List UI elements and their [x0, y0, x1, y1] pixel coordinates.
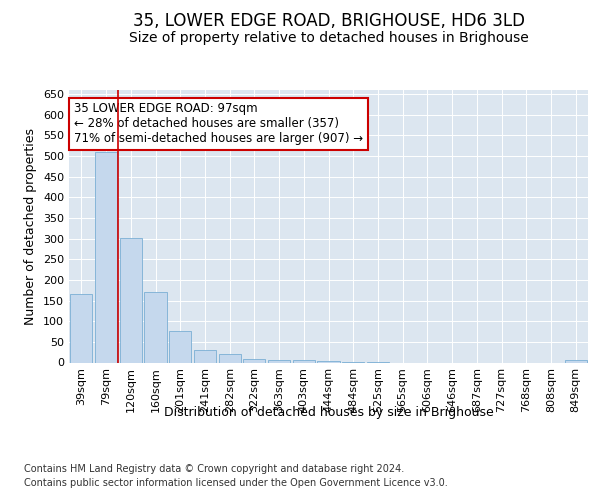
- Bar: [95, 152, 117, 362]
- Text: Size of property relative to detached houses in Brighouse: Size of property relative to detached ho…: [129, 31, 529, 45]
- Bar: [145, 292, 167, 362]
- Bar: [119, 238, 142, 362]
- Bar: [70, 294, 92, 362]
- Text: Contains public sector information licensed under the Open Government Licence v3: Contains public sector information licen…: [24, 478, 448, 488]
- Text: Contains HM Land Registry data © Crown copyright and database right 2024.: Contains HM Land Registry data © Crown c…: [24, 464, 404, 474]
- Y-axis label: Number of detached properties: Number of detached properties: [25, 128, 37, 325]
- Bar: [218, 354, 241, 362]
- Text: 35, LOWER EDGE ROAD, BRIGHOUSE, HD6 3LD: 35, LOWER EDGE ROAD, BRIGHOUSE, HD6 3LD: [133, 12, 525, 30]
- Bar: [243, 359, 265, 362]
- Text: 35 LOWER EDGE ROAD: 97sqm
← 28% of detached houses are smaller (357)
71% of semi: 35 LOWER EDGE ROAD: 97sqm ← 28% of detac…: [74, 102, 364, 146]
- Bar: [293, 360, 315, 362]
- Bar: [194, 350, 216, 362]
- Bar: [169, 330, 191, 362]
- Text: Distribution of detached houses by size in Brighouse: Distribution of detached houses by size …: [164, 406, 494, 419]
- Bar: [565, 360, 587, 362]
- Bar: [268, 360, 290, 362]
